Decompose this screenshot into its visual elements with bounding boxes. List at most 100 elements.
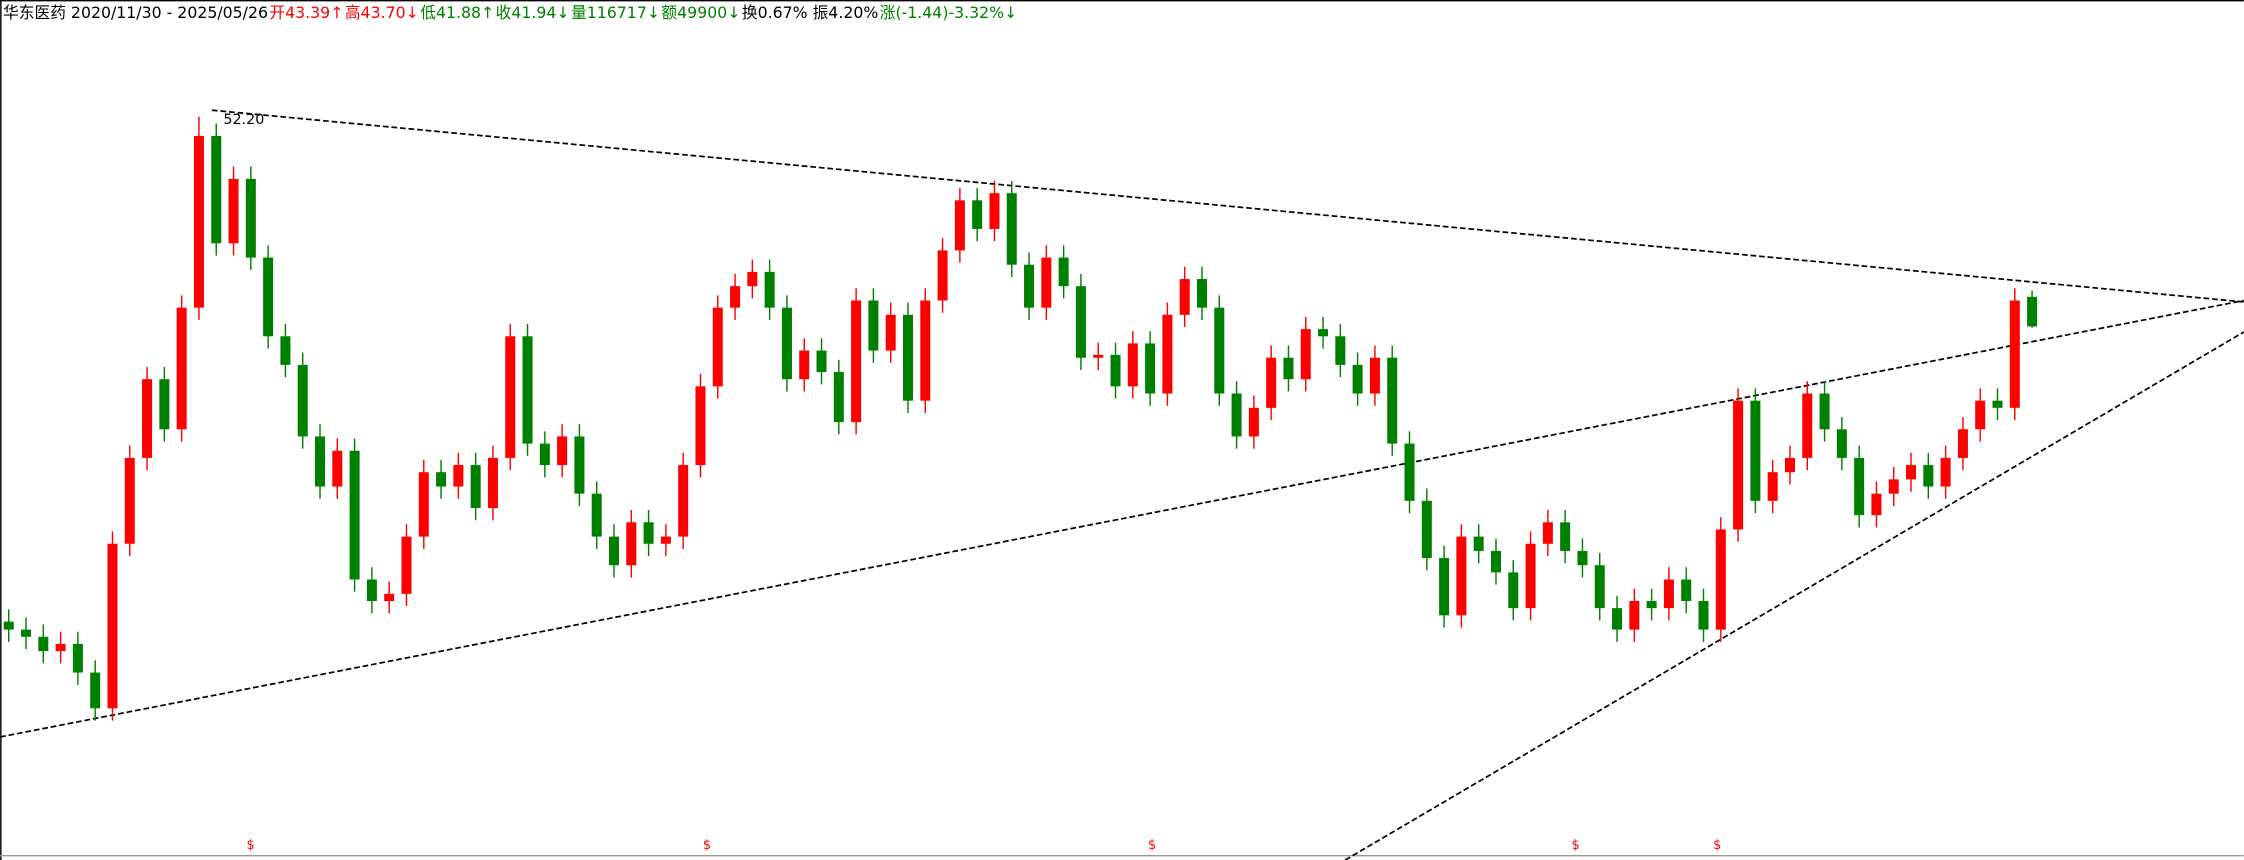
candle-body [902, 314, 914, 401]
candle-body [1957, 429, 1968, 458]
candle-body [1663, 579, 1674, 609]
candle-body [1733, 400, 1744, 530]
candle-body [574, 436, 585, 494]
candle-body [2009, 300, 2020, 408]
candle-body [1266, 357, 1277, 408]
candle-body [1404, 443, 1415, 501]
candle-body [142, 379, 153, 458]
candle-body [1145, 343, 1156, 394]
candle-body [954, 200, 965, 251]
candle-body [1300, 329, 1311, 380]
candle-body [1906, 465, 1917, 480]
candle-body [1214, 307, 1225, 394]
candle-body [349, 450, 360, 580]
candle-body [297, 364, 308, 437]
candle-body [989, 193, 1000, 229]
candle-body [1560, 522, 1571, 551]
marker: $ [1572, 838, 1580, 853]
candle-body [90, 672, 101, 709]
candle-body [124, 457, 135, 544]
candle-body [1629, 600, 1640, 630]
candle-body [972, 200, 983, 229]
candle-body [1854, 457, 1865, 516]
candle-body [1006, 193, 1017, 265]
candle-body [487, 457, 498, 508]
candle-body [1940, 457, 1951, 487]
peak-label: 52.20 [223, 112, 264, 128]
candle-body [885, 314, 896, 351]
candle-body [1612, 608, 1623, 630]
candle-body [21, 629, 32, 637]
candle-body [470, 465, 481, 508]
candle-body [1093, 354, 1104, 358]
candle-body [1387, 357, 1398, 444]
candle-body [1594, 565, 1605, 609]
candle-body [591, 493, 602, 537]
candle-body [626, 522, 637, 566]
candle-body [1179, 279, 1190, 315]
candle-body [1058, 257, 1069, 287]
candle-body [1767, 472, 1778, 501]
header-item: 量116717↓ [571, 2, 660, 21]
candle-body [1525, 543, 1536, 609]
candle-body [1871, 493, 1882, 516]
candle-body [1041, 257, 1052, 308]
trend-line [0, 299, 2244, 738]
candle-body [522, 336, 533, 444]
candle-body [1248, 407, 1259, 437]
candle-body [747, 271, 758, 287]
candle-body [384, 593, 395, 601]
candle-body [1439, 558, 1450, 616]
candle-body [695, 386, 706, 466]
candle-body [280, 336, 291, 365]
candle-body [868, 300, 879, 351]
candle-body [107, 543, 118, 709]
candle-body [1992, 400, 2003, 408]
candle-body [937, 250, 948, 301]
header-item: 华东医药 2020/11/30 - 2025/05/26 [3, 2, 268, 21]
candle-body [436, 472, 447, 487]
candle-body [1231, 393, 1242, 437]
trend-line [1344, 331, 2244, 860]
candle-body [418, 472, 429, 537]
candle-body [1577, 550, 1588, 566]
candle-body [816, 350, 827, 373]
candle-body [245, 178, 256, 258]
candle-body [1335, 336, 1346, 365]
candle-body [608, 536, 620, 566]
candle-body [1421, 500, 1432, 559]
candle-body [3, 621, 14, 630]
candle-body [366, 579, 377, 601]
trend-lines [0, 109, 2244, 860]
header-item: 额49900↓ [661, 2, 740, 21]
candle-body [643, 522, 654, 544]
candle-body [1542, 522, 1553, 544]
candle-body [55, 643, 66, 652]
header: 华东医药 2020/11/30 - 2025/05/26开43.39↑高43.7… [3, 2, 1017, 21]
header-item: 收41.94↓ [496, 2, 570, 21]
candle-body [1836, 429, 1847, 458]
candle-body [1369, 357, 1380, 394]
candle-body [332, 450, 343, 487]
candle-body [1456, 536, 1467, 616]
candle-body [193, 135, 204, 308]
candle-body [1681, 579, 1692, 601]
marker: $ [1148, 838, 1156, 853]
candle-body [1473, 536, 1484, 551]
trend-line [211, 109, 2244, 303]
header-item: 低41.88↑ [420, 2, 494, 21]
candle-body [799, 350, 810, 380]
candle-body [678, 465, 689, 537]
candle-body [176, 307, 187, 430]
candle-body [505, 336, 516, 458]
candle-body [1508, 572, 1519, 609]
candle-body [72, 643, 83, 673]
marker: $ [246, 838, 254, 853]
candle-body [730, 286, 741, 308]
candle-body [1352, 364, 1363, 394]
marker: $ [703, 838, 711, 853]
candle-body [1283, 357, 1294, 380]
candle-body [263, 257, 274, 337]
